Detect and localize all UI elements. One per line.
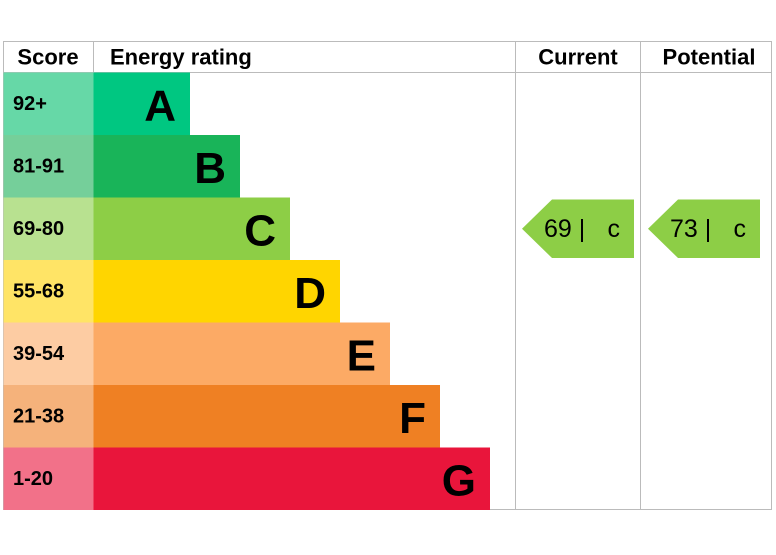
score-range: 39-54 [13,343,65,365]
rating-bar [93,135,240,198]
score-cell [3,322,94,385]
header-potential: Potential [663,45,756,70]
current-letter: c [608,215,621,243]
rating-bar [93,197,290,260]
score-range: 69-80 [13,218,64,240]
score-cell [3,197,94,260]
score-cell [3,447,94,510]
potential-value: 73 | [670,215,711,243]
rating-bar [93,322,390,385]
current-arrow [522,199,634,258]
rating-letter: E [347,331,376,380]
rating-bar [93,72,190,135]
score-range: 1-20 [13,468,53,490]
score-cell [3,385,94,448]
score-range: 55-68 [13,280,64,302]
header-current: Current [538,45,618,70]
score-cell [3,72,94,135]
score-range: 92+ [13,93,47,115]
rating-letter: G [442,456,476,505]
potential-letter: c [734,215,747,243]
rating-bar [93,447,490,510]
rating-bar [93,260,340,323]
score-cell [3,135,94,198]
potential-arrow [648,199,760,258]
score-range: 81-91 [13,155,64,177]
current-value: 69 | [544,215,585,243]
score-cell [3,260,94,323]
rating-bar [93,385,440,448]
score-range: 21-38 [13,405,64,427]
header-rating: Energy rating [110,45,252,70]
rating-letter: C [244,206,276,255]
header-score: Score [17,45,78,70]
rating-letter: A [144,81,176,130]
rating-letter: F [399,394,426,443]
rating-letter: B [194,144,226,193]
rating-letter: D [294,269,326,318]
